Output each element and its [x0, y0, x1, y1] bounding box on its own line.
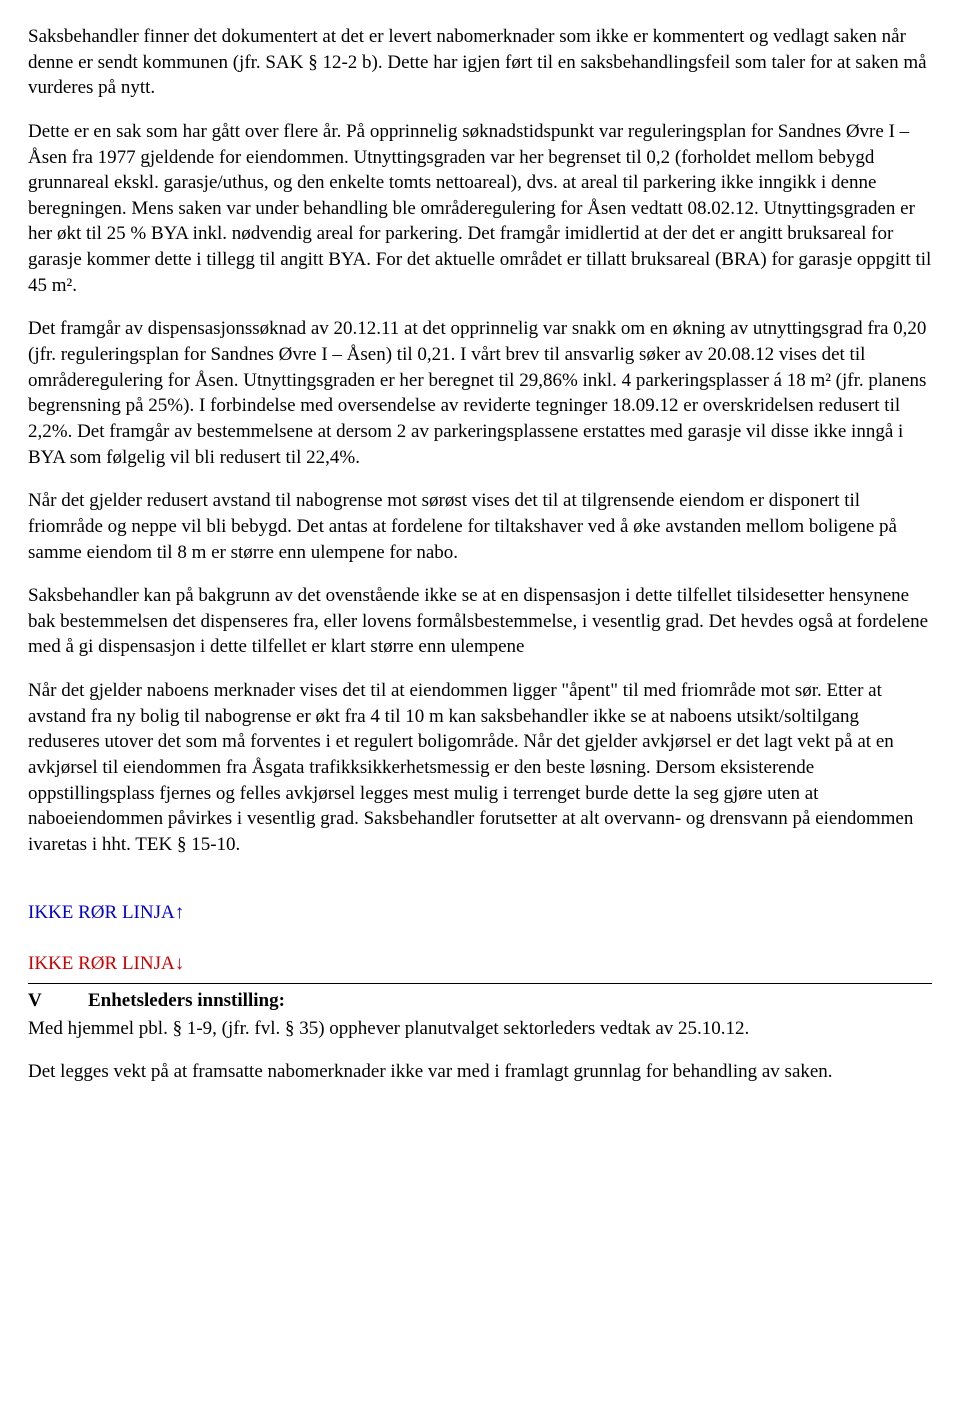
paragraph-2: Dette er en sak som har gått over flere …: [28, 119, 932, 298]
section-heading: VEnhetsleders innstilling:: [28, 988, 932, 1014]
divider-label-bottom: IKKE RØR LINJA↓: [28, 951, 932, 977]
separator-line: [28, 983, 932, 984]
paragraph-6: Når det gjelder naboens merknader vises …: [28, 678, 932, 857]
paragraph-3: Det framgår av dispensasjonssøknad av 20…: [28, 316, 932, 470]
paragraph-8: Det legges vekt på at framsatte nabomerk…: [28, 1059, 932, 1085]
paragraph-4: Når det gjelder redusert avstand til nab…: [28, 488, 932, 565]
paragraph-5: Saksbehandler kan på bakgrunn av det ove…: [28, 583, 932, 660]
section-title: Enhetsleders innstilling:: [88, 990, 285, 1011]
paragraph-7: Med hjemmel pbl. § 1-9, (jfr. fvl. § 35)…: [28, 1016, 932, 1042]
section-roman: V: [28, 988, 88, 1014]
paragraph-1: Saksbehandler finner det dokumentert at …: [28, 24, 932, 101]
divider-label-top: IKKE RØR LINJA↑: [28, 900, 932, 926]
